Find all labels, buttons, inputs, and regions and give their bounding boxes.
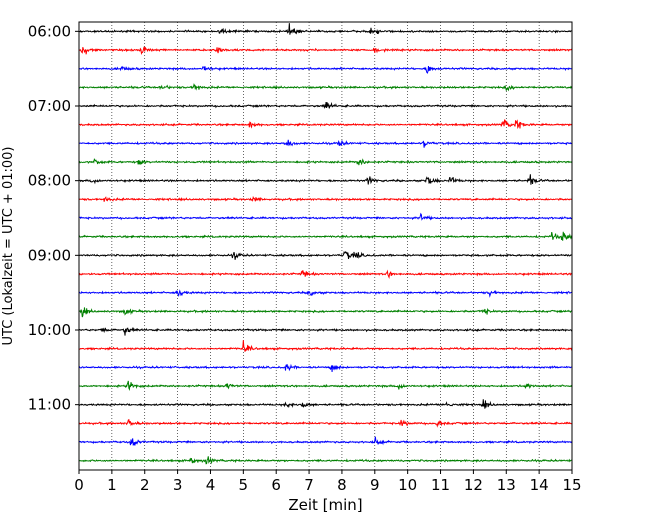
x-tick-label: 5: [239, 476, 249, 494]
seismogram-trace-row-21: [78, 418, 573, 428]
seismogram-trace-row-10: [78, 212, 573, 221]
x-tick-label: 11: [431, 476, 450, 494]
x-tick-label: 10: [398, 476, 417, 494]
seismogram-trace-row-3: [78, 83, 573, 92]
x-tick-layer: 0 1 2 3 4 5 6 7 8 9 10 11 12 13 14 15: [74, 470, 582, 494]
seismogram-trace-row-8: [78, 174, 573, 185]
seismogram-trace-row-5: [78, 119, 573, 129]
x-tick-label: 15: [562, 476, 581, 494]
seismogram-trace-row-4: [78, 101, 573, 110]
y-axis-label: UTC (Lokalzeit = UTC + 01:00): [1, 147, 16, 346]
grid-layer: [111, 22, 540, 470]
x-tick-label: 4: [206, 476, 216, 494]
seismogram-trace-row-1: [78, 46, 573, 55]
trace-layer: [78, 23, 573, 465]
x-tick-label: 0: [74, 476, 84, 494]
y-tick-label: 09:00: [28, 246, 71, 264]
y-tick-label: 07:00: [28, 97, 71, 115]
seismogram-trace-row-23: [78, 456, 573, 465]
seismogram-trace-row-12: [78, 250, 573, 260]
x-tick-label: 13: [497, 476, 516, 494]
x-axis-label: Zeit [min]: [288, 496, 362, 514]
seismogram-trace-row-13: [78, 269, 573, 279]
x-tick-label: 2: [140, 476, 150, 494]
y-tick-layer: 06:00 07:00 08:00 09:00 10:00 11:00: [28, 22, 79, 414]
seismogram-trace-row-2: [78, 65, 573, 74]
y-tick-label: 08:00: [28, 172, 71, 190]
x-tick-label: 7: [304, 476, 314, 494]
y-tick-label: 10:00: [28, 321, 71, 339]
x-tick-label: 1: [107, 476, 117, 494]
seismogram-trace-row-7: [78, 158, 573, 166]
x-tick-label: 8: [337, 476, 347, 494]
seismogram-trace-row-18: [78, 363, 573, 373]
seismogram-trace-row-9: [78, 195, 573, 202]
x-tick-label: 14: [530, 476, 549, 494]
y-tick-label: 06:00: [28, 22, 71, 40]
seismogram-trace-row-19: [78, 380, 573, 392]
seismogram-trace-row-11: [78, 231, 573, 241]
x-tick-label: 6: [271, 476, 281, 494]
seismogram-trace-row-15: [78, 307, 573, 318]
plot-frame: [78, 21, 573, 471]
seismogram-trace-row-20: [78, 399, 573, 409]
x-tick-label: 12: [464, 476, 483, 494]
seismogram-trace-row-17: [78, 340, 573, 352]
seismogram-trace-row-0: [78, 23, 573, 35]
seismogram-trace-row-16: [78, 327, 573, 336]
seismogram-trace-row-6: [78, 139, 573, 148]
seismogram-trace-row-22: [78, 436, 573, 446]
y-tick-label: 11:00: [28, 396, 71, 414]
seismogram-trace-row-14: [78, 289, 573, 298]
x-tick-label: 3: [173, 476, 183, 494]
x-tick-label: 9: [370, 476, 380, 494]
